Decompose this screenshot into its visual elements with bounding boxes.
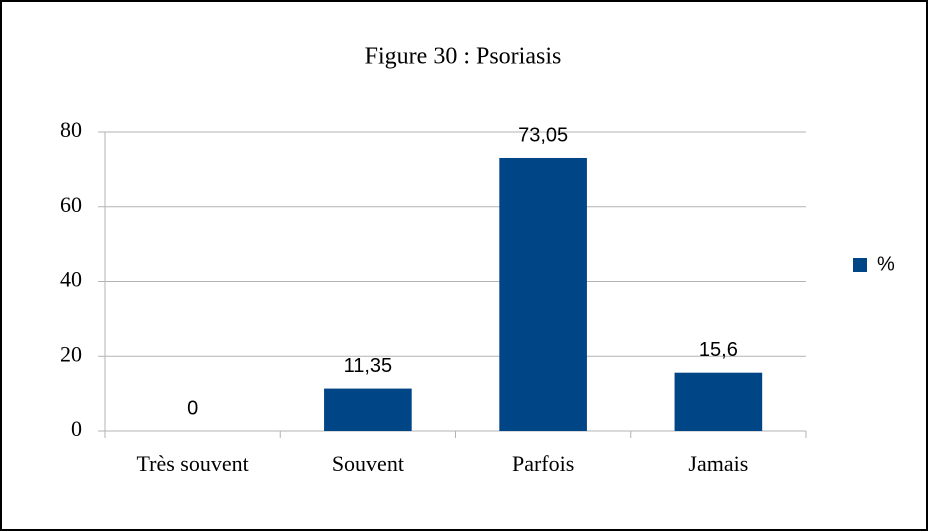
chart-title: Figure 30 : Psoriasis	[365, 44, 562, 70]
x-tick-label: Souvent	[332, 451, 404, 476]
bar	[674, 372, 763, 431]
x-tick-label: Jamais	[688, 451, 748, 476]
legend-swatch	[853, 258, 867, 272]
legend-label: %	[877, 253, 895, 275]
y-tick-label: 80	[60, 117, 82, 142]
bar	[499, 157, 587, 431]
value-label: 11,35	[344, 355, 393, 377]
y-tick-label: 20	[60, 341, 82, 366]
value-label: 0	[187, 397, 198, 419]
y-tick-label: 60	[60, 192, 82, 217]
value-label: 73,05	[518, 124, 568, 146]
x-tick-label: Très souvent	[136, 451, 248, 476]
y-tick-label: 0	[71, 416, 82, 441]
value-label: 15,6	[699, 339, 738, 361]
bar	[324, 388, 412, 431]
x-tick-label: Parfois	[512, 451, 574, 476]
y-tick-label: 40	[60, 267, 82, 292]
